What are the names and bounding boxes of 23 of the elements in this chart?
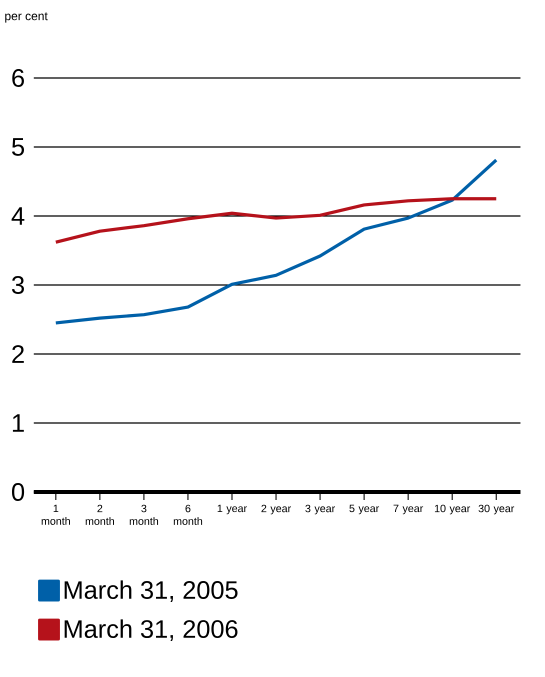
y-tick-label: 6	[12, 69, 24, 87]
x-tick-label: 2 year	[262, 504, 292, 514]
x-tick-label: 5 year	[350, 504, 380, 514]
y-axis-title: per cent	[5, 12, 48, 23]
x-tick-label: 10 year	[435, 504, 470, 514]
legend-label: March 31, 2006	[64, 619, 238, 642]
y-tick-label: 5	[12, 138, 24, 156]
x-tick-label: 3 year	[305, 504, 336, 514]
x-tick-label: 1 month	[42, 504, 70, 525]
x-tick-label: 1 year	[218, 504, 248, 514]
y-tick-label: 1	[13, 414, 24, 432]
y-tick-label: 0	[12, 483, 24, 501]
y-tick-label: 2	[12, 345, 24, 363]
line-series	[54, 158, 498, 325]
x-tick-label: 30 year	[478, 504, 514, 514]
y-tick-label: 4	[12, 207, 24, 225]
line-series	[54, 197, 498, 244]
x-tick-label: 6 month	[174, 504, 202, 525]
x-tick-label: 7 year	[394, 504, 424, 514]
legend-label: March 31, 2005	[64, 580, 238, 602]
y-tick-label: 3	[12, 276, 24, 294]
x-tick-label: 2 month	[86, 504, 114, 525]
x-tick-label: 3 month	[130, 504, 158, 525]
